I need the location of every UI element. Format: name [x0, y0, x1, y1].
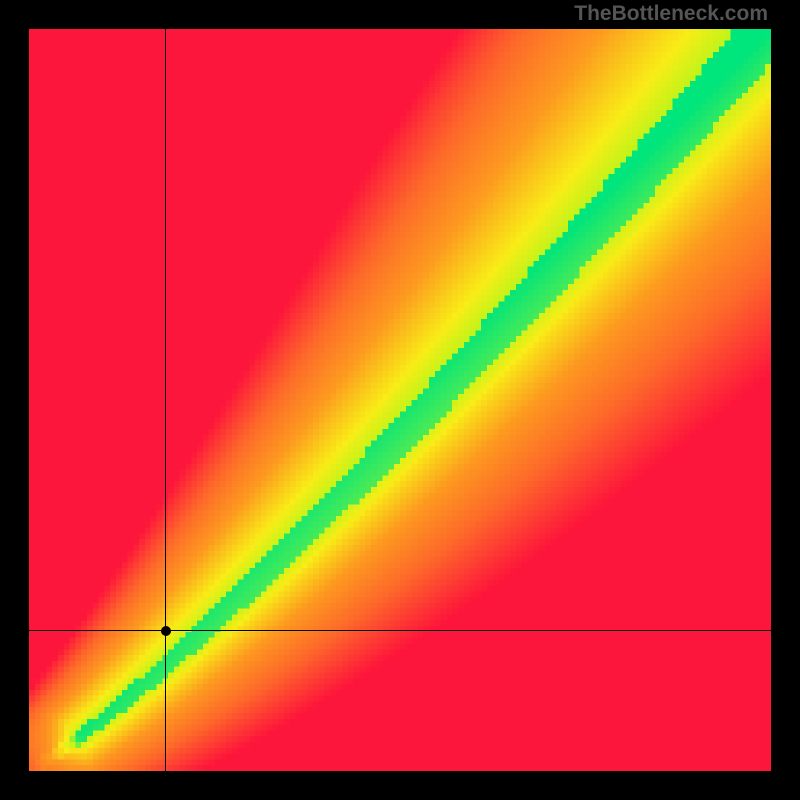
crosshair-horizontal	[29, 630, 771, 631]
chart-frame: TheBottleneck.com	[0, 0, 800, 800]
crosshair-vertical	[165, 29, 166, 771]
attribution-text: TheBottleneck.com	[574, 2, 768, 26]
bottleneck-heatmap	[29, 29, 771, 771]
operating-point-marker	[161, 626, 171, 636]
